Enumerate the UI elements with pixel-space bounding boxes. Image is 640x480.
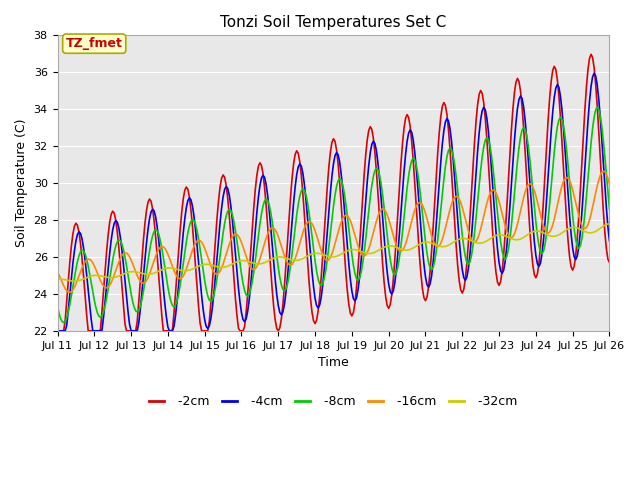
Title: Tonzi Soil Temperatures Set C: Tonzi Soil Temperatures Set C <box>220 15 447 30</box>
Text: TZ_fmet: TZ_fmet <box>66 37 123 50</box>
Legend:  -2cm,  -4cm,  -8cm,  -16cm,  -32cm: -2cm, -4cm, -8cm, -16cm, -32cm <box>144 390 523 413</box>
Y-axis label: Soil Temperature (C): Soil Temperature (C) <box>15 119 28 247</box>
X-axis label: Time: Time <box>318 356 349 369</box>
